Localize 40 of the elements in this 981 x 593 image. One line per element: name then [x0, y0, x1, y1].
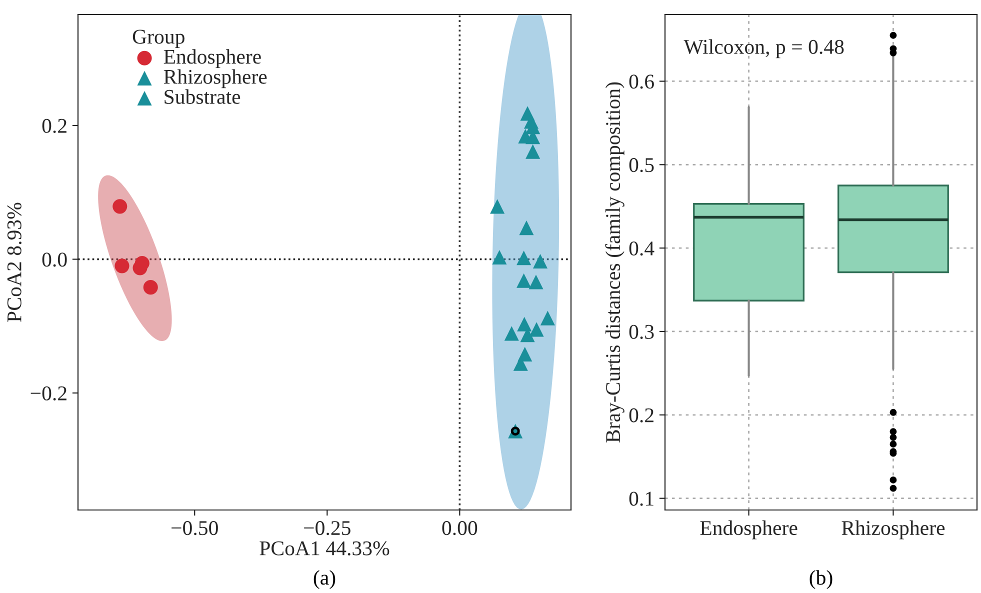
- annotation: Wilcoxon, p = 0.48: [684, 39, 844, 58]
- point: [143, 280, 158, 295]
- y-tick-label: 0.0: [42, 252, 67, 267]
- point: [516, 273, 532, 288]
- point: [540, 310, 555, 326]
- point: [112, 199, 128, 214]
- point: [517, 316, 532, 332]
- y-tick-label: 0.3: [629, 324, 654, 340]
- y-tick-label: −0.2: [30, 386, 66, 401]
- point: [504, 326, 519, 341]
- x-axis-title: PCoA1 44.33%: [260, 541, 390, 556]
- y-tick-label: 0.4: [629, 241, 654, 256]
- text: (a): [314, 570, 336, 589]
- point: [529, 322, 544, 337]
- x-tick-label: Endosphere: [700, 520, 798, 540]
- x-tick-label: 0.00: [442, 521, 478, 536]
- y-tick-label: 0.2: [42, 118, 66, 134]
- point: [114, 258, 130, 274]
- point: [528, 274, 544, 290]
- point: [508, 424, 523, 438]
- legend-label: Endosphere: [164, 49, 261, 68]
- y-axis-title: PCoA2 8.93%: [7, 202, 22, 322]
- point: [492, 250, 507, 265]
- y-axis-title: Bray-Curtis distances (family composition): [605, 82, 624, 442]
- legend-label: Substrate: [164, 89, 240, 104]
- y-tick-label: 0.2: [629, 408, 654, 422]
- point: [532, 254, 548, 269]
- point: [526, 144, 540, 159]
- y-tick-label: 0.1: [629, 492, 654, 506]
- x-tick-label: −0.50: [172, 521, 218, 536]
- legend-label: Rhizosphere: [164, 69, 267, 88]
- legend-title: Group: [132, 30, 184, 48]
- y-tick-label: 0.6: [629, 74, 654, 89]
- point: [519, 220, 534, 236]
- y-tick-label: 0.5: [629, 158, 654, 172]
- x-tick-label: Rhizosphere: [842, 520, 945, 540]
- point: [490, 199, 505, 214]
- x-tick-label: −0.25: [304, 521, 350, 536]
- text: (b): [810, 570, 832, 589]
- point: [516, 250, 532, 266]
